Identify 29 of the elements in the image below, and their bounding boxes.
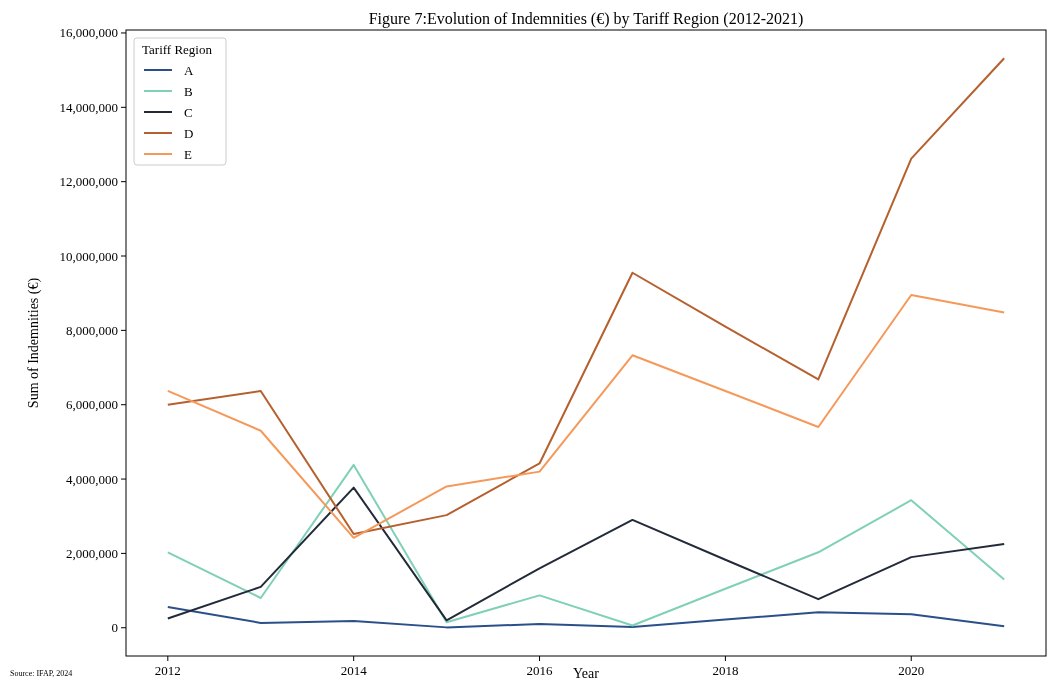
x-tick-label: 2020 bbox=[898, 663, 925, 678]
legend-label: E bbox=[184, 146, 192, 162]
source-note: Source: IFAP, 2024 bbox=[10, 669, 73, 678]
line-series bbox=[166, 605, 1006, 629]
x-axis-title: Year bbox=[573, 666, 600, 681]
legend-label: D bbox=[184, 125, 194, 141]
y-tick-label: 0 bbox=[111, 620, 118, 636]
x-tick-label: 2014 bbox=[340, 663, 368, 678]
line-series bbox=[166, 463, 1006, 627]
line-series bbox=[166, 486, 1006, 622]
y-tick-label: 12,000,000 bbox=[59, 174, 118, 190]
y-tick-label: 2,000,000 bbox=[66, 545, 118, 561]
y-tick-label: 10,000,000 bbox=[59, 248, 118, 264]
y-tick-label: 16,000,000 bbox=[59, 25, 118, 41]
y-tick-label: 14,000,000 bbox=[59, 99, 118, 115]
y-tick-label: 8,000,000 bbox=[66, 322, 118, 338]
y-tick-label: 6,000,000 bbox=[66, 397, 118, 413]
x-tick-label: 2012 bbox=[154, 663, 181, 678]
legend-label: A bbox=[184, 62, 194, 78]
y-tick-label: 4,000,000 bbox=[66, 471, 118, 487]
x-tick-label: 2018 bbox=[712, 663, 739, 678]
legend-label: B bbox=[184, 83, 193, 99]
line-series bbox=[166, 57, 1006, 536]
line-series bbox=[166, 294, 1006, 539]
legend-title: Tariff Region bbox=[142, 42, 213, 57]
legend-label: C bbox=[184, 104, 193, 120]
y-axis-title: Sum of Indemnities (€) bbox=[26, 277, 42, 409]
x-tick-label: 2016 bbox=[526, 663, 554, 678]
chart-title: Figure 7:Evolution of Indemnities (€) by Tariff Region (2012-2021) bbox=[368, 10, 804, 28]
